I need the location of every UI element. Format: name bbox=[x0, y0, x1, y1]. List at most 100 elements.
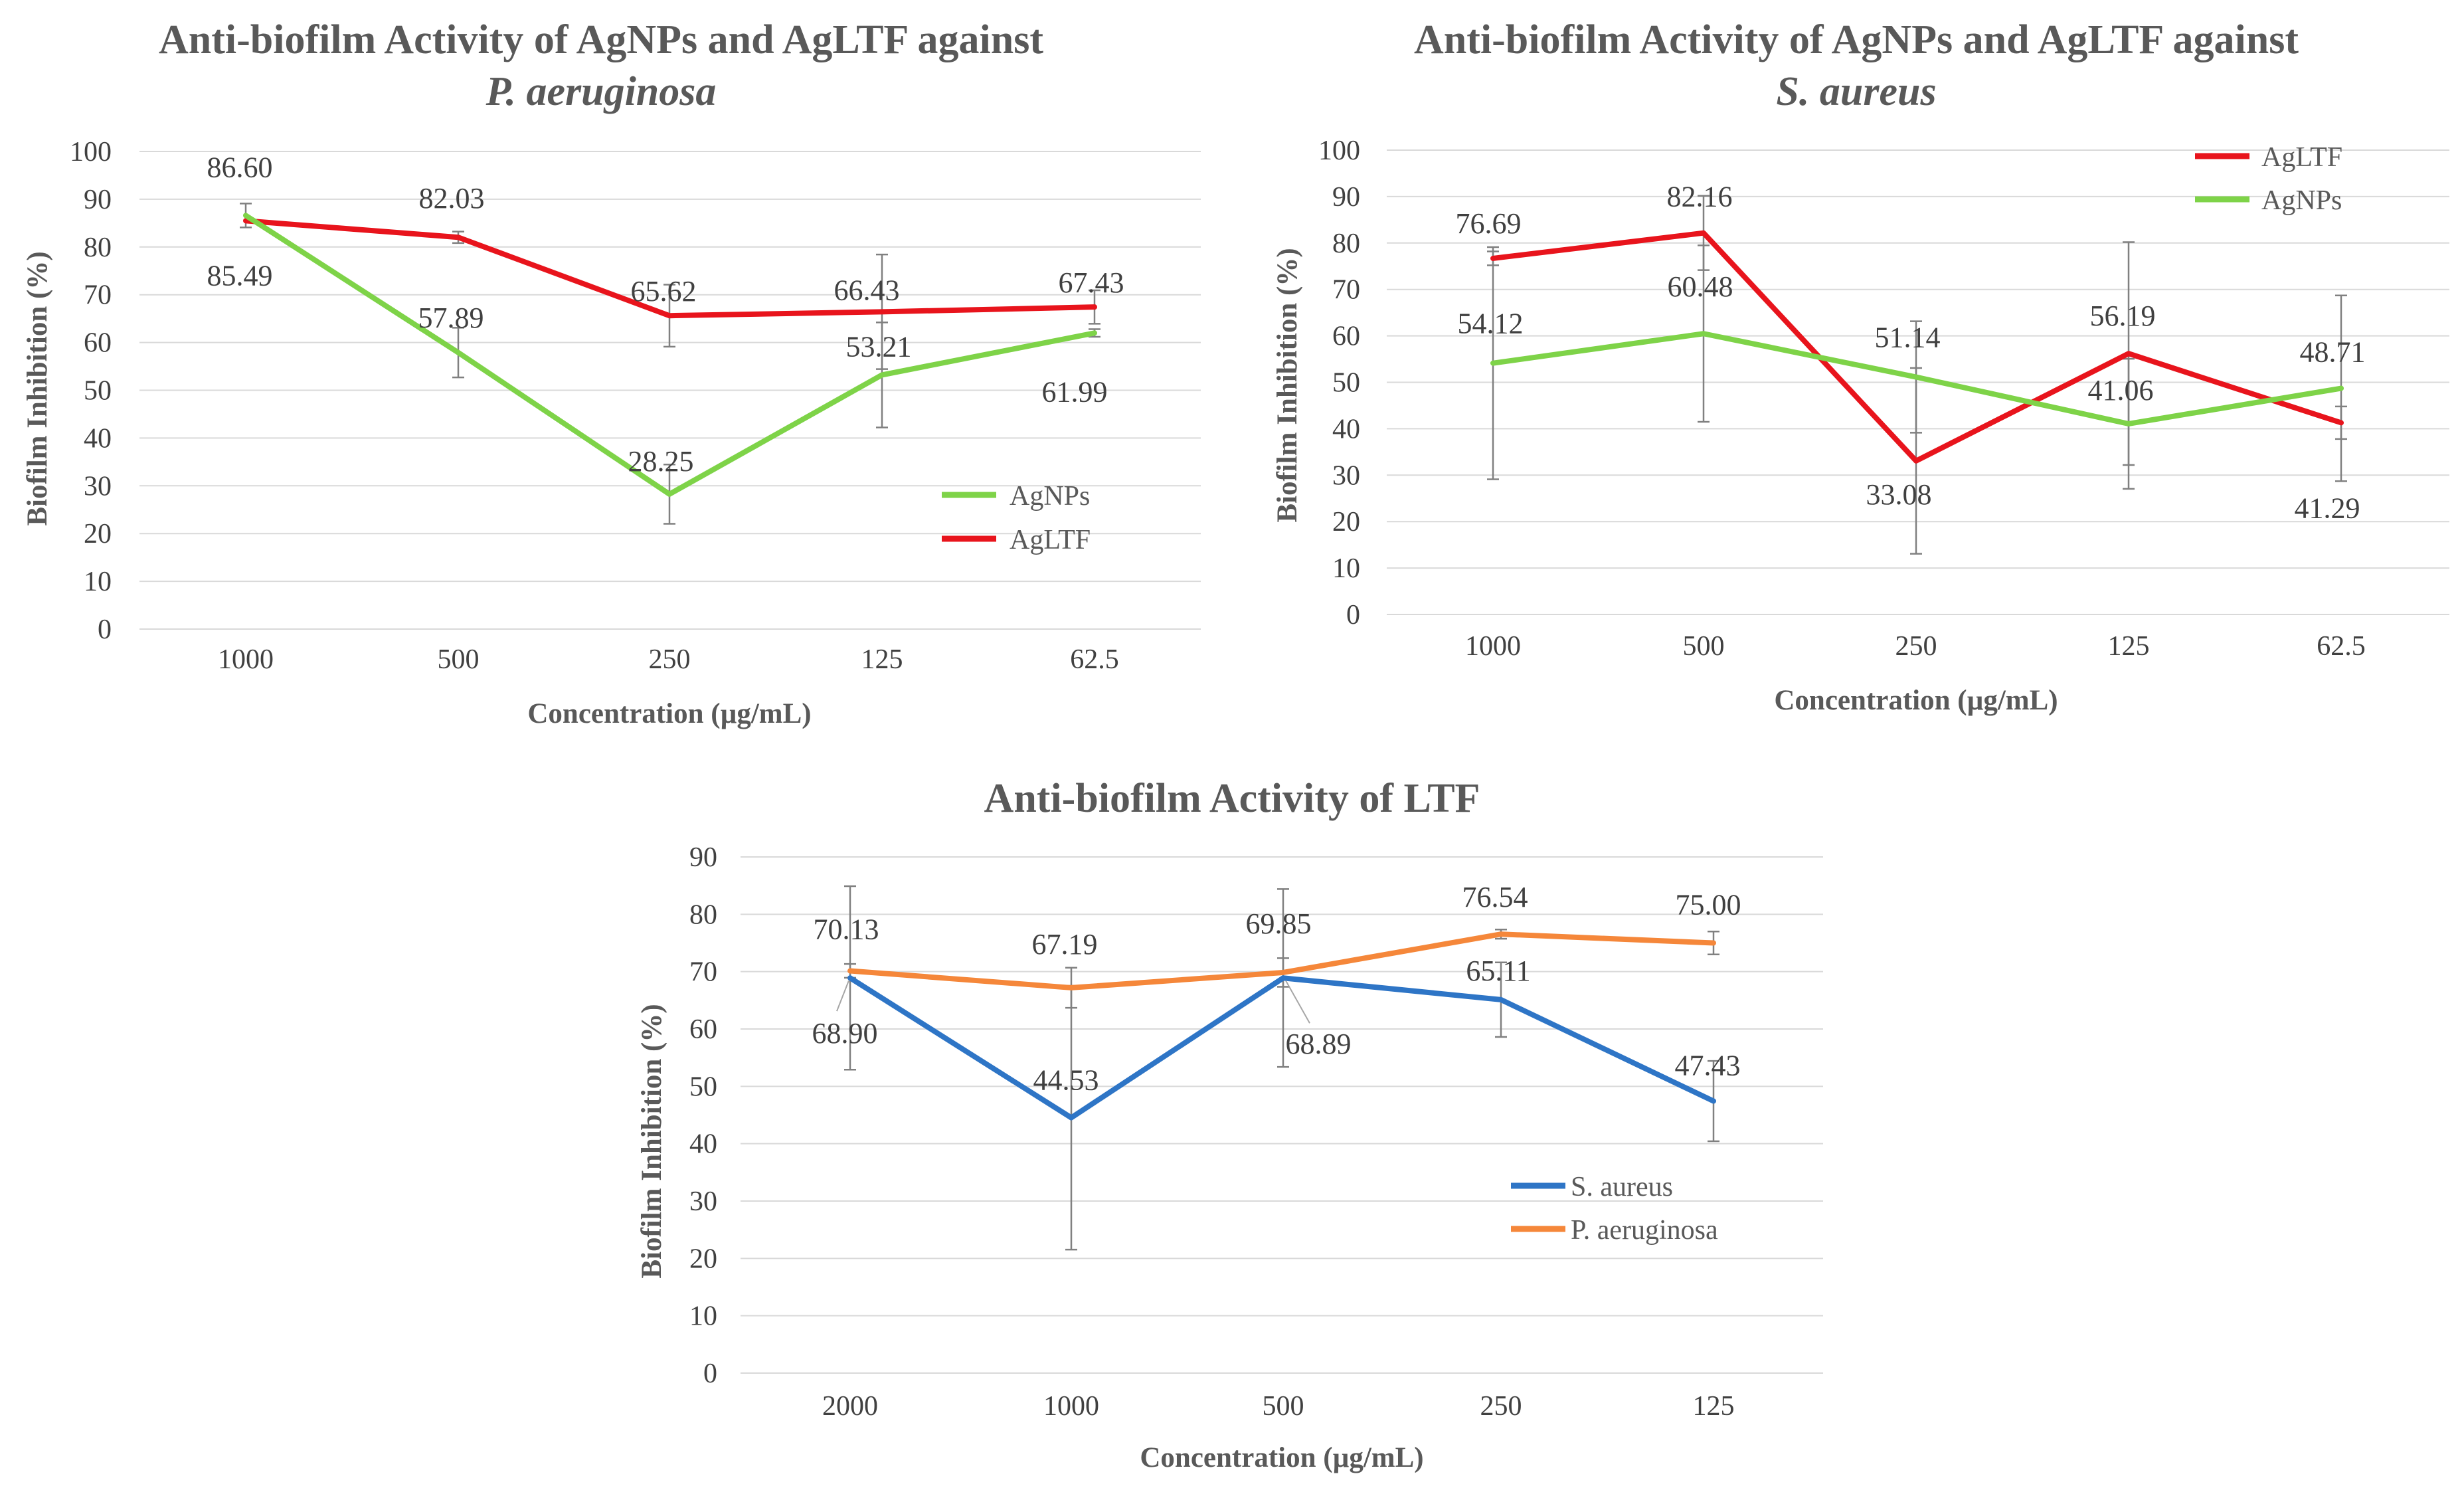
data-label-agltf: 85.49 bbox=[207, 259, 273, 292]
data-label-agnps: 60.48 bbox=[1668, 270, 1733, 303]
y-tick-label: 30 bbox=[1332, 460, 1360, 491]
chart-ltf: Anti-biofilm Activity of LTF 0 10 20 30 40 50… bbox=[636, 776, 1823, 1473]
data-label-agltf: 41.29 bbox=[2295, 492, 2360, 524]
chart-1-y-axis-label: Biofilm Inhibition (%) bbox=[22, 251, 53, 525]
chart-2-title: Anti-biofilm Activity of AgNPs and AgLTF… bbox=[1414, 17, 2299, 62]
y-tick-label: 70 bbox=[84, 280, 112, 311]
legend-label-p-aeruginosa: P. aeruginosa bbox=[1571, 1215, 1718, 1246]
y-tick-label: 40 bbox=[1332, 414, 1360, 444]
y-tick-label: 0 bbox=[703, 1358, 717, 1389]
x-tick-label: 1000 bbox=[1043, 1391, 1099, 1422]
series-line-agltf bbox=[1490, 230, 2344, 464]
y-tick-label: 90 bbox=[1332, 182, 1360, 213]
y-tick-label: 10 bbox=[84, 567, 112, 597]
data-label-p-aeruginosa: 69.85 bbox=[1246, 907, 1312, 940]
data-label-agltf: 82.03 bbox=[419, 182, 485, 215]
data-label-agnps: 51.14 bbox=[1875, 322, 1941, 354]
data-label-agnps: 61.99 bbox=[1042, 375, 1108, 408]
data-label-agltf: 33.08 bbox=[1866, 478, 1932, 511]
x-tick-label: 125 bbox=[861, 644, 903, 675]
y-tick-label: 40 bbox=[689, 1129, 717, 1160]
y-tick-label: 50 bbox=[689, 1072, 717, 1102]
y-tick-label: 0 bbox=[1346, 600, 1360, 630]
leader-line bbox=[836, 980, 849, 1012]
y-tick-label: 80 bbox=[84, 233, 112, 263]
legend-label-agltf: AgLTF bbox=[1010, 525, 1091, 555]
y-tick-label: 50 bbox=[1332, 368, 1360, 399]
data-label-s-aureus: 47.43 bbox=[1675, 1050, 1741, 1082]
y-tick-label: 40 bbox=[84, 423, 112, 454]
y-tick-label: 80 bbox=[689, 899, 717, 930]
y-tick-label: 20 bbox=[84, 519, 112, 549]
data-label-p-aeruginosa: 75.00 bbox=[1676, 889, 1741, 921]
data-label-agnps: 48.71 bbox=[2300, 336, 2366, 369]
y-tick-label: 50 bbox=[84, 376, 112, 407]
x-tick-label: 1000 bbox=[1465, 631, 1521, 662]
data-label-agnps: 28.25 bbox=[628, 445, 694, 478]
chart-2-title-organism: S. aureus bbox=[1776, 69, 1936, 114]
chart-3-legend: S. aureus P. aeruginosa bbox=[1511, 1172, 1718, 1246]
x-tick-label: 250 bbox=[649, 644, 691, 675]
y-tick-label: 80 bbox=[1332, 229, 1360, 259]
series-line-p-aeruginosa bbox=[847, 931, 1716, 990]
y-tick-label: 70 bbox=[689, 957, 717, 988]
y-tick-label: 90 bbox=[689, 842, 717, 873]
x-tick-label: 2000 bbox=[822, 1391, 878, 1422]
data-label-agltf: 65.62 bbox=[631, 275, 697, 308]
data-label-p-aeruginosa: 67.19 bbox=[1032, 928, 1098, 961]
data-label-agnps: 53.21 bbox=[846, 330, 912, 363]
y-tick-label: 20 bbox=[689, 1244, 717, 1274]
y-tick-label: 10 bbox=[1332, 553, 1360, 584]
series-line-agltf bbox=[243, 218, 1097, 319]
y-tick-label: 10 bbox=[689, 1301, 717, 1332]
data-label-p-aeruginosa: 76.54 bbox=[1462, 881, 1528, 913]
chart-s-aureus: Anti-biofilm Activity of AgNPs and AgLTF… bbox=[1272, 17, 2449, 716]
x-tick-label: 500 bbox=[1683, 631, 1725, 662]
x-tick-label: 1000 bbox=[218, 644, 274, 675]
y-tick-label: 100 bbox=[70, 137, 112, 167]
chart-1-title: Anti-biofilm Activity of AgNPs and AgLTF… bbox=[159, 17, 1043, 62]
data-label-agltf: 67.43 bbox=[1059, 266, 1124, 299]
legend-label-agnps: AgNPs bbox=[2261, 185, 2342, 216]
chart-2-legend: AgLTF AgNPs bbox=[2195, 142, 2342, 216]
data-label-agltf: 82.16 bbox=[1667, 181, 1733, 213]
legend-label-agnps: AgNPs bbox=[1010, 481, 1090, 512]
y-tick-label: 60 bbox=[1332, 322, 1360, 352]
chart-3-x-axis-label: Concentration (µg/mL) bbox=[1140, 1442, 1423, 1473]
y-tick-label: 30 bbox=[689, 1186, 717, 1217]
y-tick-label: 90 bbox=[84, 185, 112, 215]
x-tick-label: 62.5 bbox=[1070, 644, 1119, 675]
data-label-s-aureus: 65.11 bbox=[1466, 955, 1530, 987]
series-line-s-aureus bbox=[847, 975, 1716, 1121]
chart-1-title-organism: P. aeruginosa bbox=[485, 69, 717, 114]
data-label-agltf: 66.43 bbox=[834, 274, 900, 306]
x-tick-label: 62.5 bbox=[2317, 631, 2366, 662]
chart-p-aeruginosa: Anti-biofilm Activity of AgNPs and AgLTF… bbox=[22, 17, 1201, 729]
legend-label-s-aureus: S. aureus bbox=[1571, 1172, 1673, 1202]
data-label-agnps: 86.60 bbox=[207, 151, 273, 183]
x-tick-label: 500 bbox=[1263, 1391, 1304, 1422]
data-label-s-aureus: 44.53 bbox=[1033, 1064, 1099, 1097]
series-line-agnps bbox=[1490, 331, 2344, 426]
chart-3-title: Anti-biofilm Activity of LTF bbox=[984, 776, 1480, 821]
x-tick-label: 125 bbox=[2108, 631, 2150, 662]
leader-line bbox=[1285, 980, 1310, 1024]
data-label-agltf: 56.19 bbox=[2090, 300, 2156, 332]
data-label-agnps: 57.89 bbox=[418, 302, 484, 334]
data-label-s-aureus: 68.89 bbox=[1286, 1028, 1352, 1060]
y-tick-label: 20 bbox=[1332, 507, 1360, 537]
x-tick-label: 125 bbox=[1693, 1391, 1735, 1422]
data-label-agltf: 76.69 bbox=[1456, 207, 1522, 240]
legend-label-agltf: AgLTF bbox=[2261, 142, 2342, 173]
x-tick-label: 250 bbox=[1480, 1391, 1522, 1422]
y-tick-label: 100 bbox=[1318, 136, 1360, 166]
y-tick-label: 70 bbox=[1332, 275, 1360, 306]
y-tick-label: 0 bbox=[98, 614, 112, 645]
series-line-agnps bbox=[243, 213, 1097, 497]
y-tick-label: 30 bbox=[84, 471, 112, 502]
chart-2-y-axis-label: Biofilm Inhibition (%) bbox=[1272, 248, 1303, 522]
chart-1-legend: AgNPs AgLTF bbox=[942, 481, 1091, 555]
y-tick-label: 60 bbox=[689, 1014, 717, 1045]
y-tick-label: 60 bbox=[84, 328, 112, 359]
